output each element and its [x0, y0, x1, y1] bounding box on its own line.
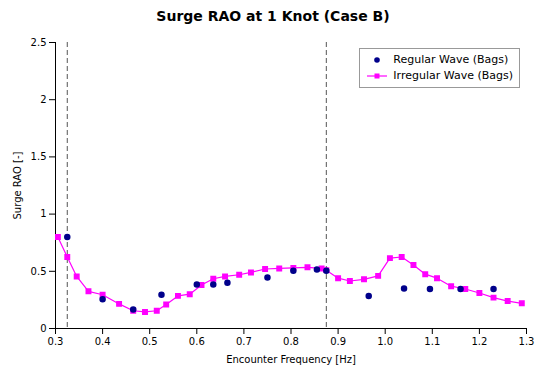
svg-text:Encounter Frequency [Hz]: Encounter Frequency [Hz]: [226, 354, 356, 365]
svg-text:1.2: 1.2: [471, 336, 487, 347]
svg-text:0.5: 0.5: [142, 336, 158, 347]
svg-text:0.7: 0.7: [236, 336, 252, 347]
svg-text:2: 2: [40, 94, 46, 105]
svg-text:0: 0: [40, 323, 46, 334]
svg-text:1: 1: [40, 208, 46, 219]
svg-text:2.5: 2.5: [31, 37, 47, 48]
svg-text:0.9: 0.9: [330, 336, 346, 347]
svg-text:1.1: 1.1: [424, 336, 440, 347]
svg-text:1.5: 1.5: [31, 151, 47, 162]
html-text:Irregular Wave (Bags): Irregular Wave (Bags): [393, 69, 513, 82]
svg-text:0.6: 0.6: [189, 336, 205, 347]
svg-text:0.8: 0.8: [283, 336, 299, 347]
svg-text:0.3: 0.3: [48, 336, 64, 347]
html-text:Surge RAO at 1 Knot (Case B): Surge RAO at 1 Knot (Case B): [156, 8, 390, 24]
svg-text:1.0: 1.0: [377, 336, 393, 347]
html-text:Regular Wave (Bags): Regular Wave (Bags): [393, 53, 509, 66]
svg-text:0.4: 0.4: [95, 336, 111, 347]
svg-text:1.3: 1.3: [519, 336, 535, 347]
svg-text:Surge RAO [-]: Surge RAO [-]: [12, 151, 23, 219]
svg-text:0.5: 0.5: [31, 266, 47, 277]
